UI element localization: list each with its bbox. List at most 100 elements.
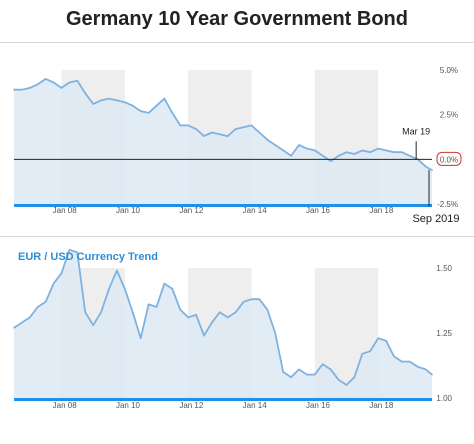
data-point	[431, 169, 433, 171]
data-point	[29, 316, 31, 319]
data-point	[361, 149, 364, 152]
data-point	[424, 368, 427, 371]
x-tick-label: Jan 12	[179, 401, 204, 410]
data-point	[195, 128, 197, 130]
x-tick-label: Jan 08	[53, 206, 78, 215]
data-point	[274, 144, 277, 146]
x-axis-baseline	[14, 398, 432, 401]
data-point	[147, 112, 150, 114]
data-point	[92, 103, 94, 105]
data-point	[298, 144, 300, 146]
data-point	[219, 133, 221, 136]
y-tick-label: 1.25	[436, 329, 452, 338]
data-point	[274, 332, 277, 334]
x-tick-label: Jan 18	[369, 206, 394, 215]
x-tick-label: Jan 10	[116, 401, 141, 410]
data-point	[226, 316, 229, 319]
data-point	[353, 153, 356, 155]
data-point	[250, 124, 253, 127]
data-point	[282, 149, 285, 152]
data-point	[116, 269, 118, 272]
x-tick-label: Jan 14	[243, 206, 268, 215]
data-point	[171, 112, 174, 114]
data-point	[258, 298, 261, 301]
data-point	[116, 99, 118, 102]
bottom-panel-border	[0, 236, 474, 237]
series-line	[13, 248, 433, 386]
data-point	[416, 366, 419, 368]
data-point	[242, 126, 245, 128]
data-point	[298, 368, 300, 371]
data-point	[171, 288, 174, 290]
data-point	[36, 306, 39, 308]
data-point	[329, 160, 332, 162]
data-point	[131, 104, 134, 107]
data-point	[321, 155, 324, 157]
data-point	[147, 303, 150, 306]
y-tick-label: -2.5%	[437, 200, 458, 209]
data-point	[52, 282, 55, 285]
x-tick-label: Jan 08	[53, 401, 78, 410]
x-tick-label: Jan 18	[369, 401, 394, 410]
data-point	[385, 149, 387, 152]
data-point	[68, 249, 71, 251]
data-point	[179, 124, 181, 127]
data-point	[409, 360, 411, 363]
data-point	[13, 88, 15, 91]
data-point	[21, 321, 23, 324]
data-point	[385, 340, 387, 342]
data-point	[163, 97, 166, 100]
panel-subtitle: EUR / USD Currency Trend	[18, 251, 158, 263]
data-point	[393, 355, 395, 358]
data-point	[76, 251, 79, 254]
data-point	[266, 138, 269, 141]
data-point	[377, 147, 380, 150]
data-point	[203, 334, 205, 337]
data-point	[131, 311, 134, 314]
x-tick-label: Jan 14	[243, 401, 268, 410]
data-point	[369, 151, 372, 153]
zero-value-badge	[436, 151, 462, 166]
data-point	[431, 373, 433, 376]
data-point	[345, 384, 348, 386]
data-point	[179, 308, 181, 311]
data-point	[234, 128, 237, 130]
data-point	[60, 87, 63, 89]
data-point	[314, 373, 316, 376]
data-point	[92, 324, 94, 327]
data-point	[84, 311, 86, 314]
data-point	[329, 368, 332, 371]
data-point	[211, 131, 213, 134]
y-tick-label: 1.00	[436, 394, 452, 403]
series-area	[14, 249, 432, 398]
top-panel-border	[0, 42, 474, 43]
y-tick-label: 0.0%	[440, 155, 458, 164]
annotation-label: Mar 19	[402, 126, 430, 136]
data-point	[401, 151, 403, 153]
data-point	[219, 311, 221, 314]
chart-panel-2	[13, 248, 433, 401]
data-point	[345, 151, 348, 153]
x-axis-baseline	[14, 204, 432, 207]
page-title: Germany 10 Year Government Bond	[66, 8, 408, 30]
data-point	[337, 155, 340, 157]
y-tick-label: 1.50	[436, 264, 452, 273]
data-point	[211, 321, 213, 324]
data-point	[100, 99, 102, 102]
data-point	[306, 373, 308, 376]
data-point	[52, 81, 55, 84]
data-point	[361, 353, 364, 355]
data-point	[187, 316, 189, 319]
data-point	[203, 135, 205, 137]
annotation-label: Sep 2019	[412, 213, 459, 225]
data-point	[290, 155, 292, 157]
data-point	[409, 155, 411, 157]
data-point	[337, 379, 340, 381]
data-point	[187, 124, 189, 127]
x-tick-label: Jan 16	[306, 206, 331, 215]
data-point	[258, 131, 261, 134]
data-point	[124, 101, 126, 103]
x-tick-label: Jan 10	[116, 206, 141, 215]
y-tick-label: 5.0%	[440, 66, 458, 75]
